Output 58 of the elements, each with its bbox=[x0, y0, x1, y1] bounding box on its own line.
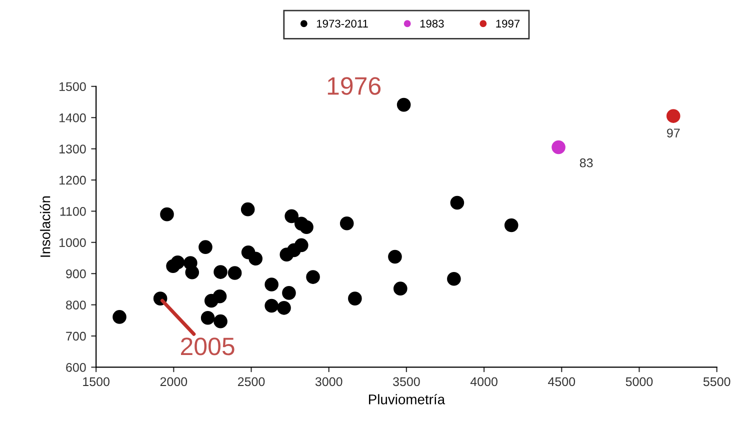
y-tick-label: 700 bbox=[66, 332, 86, 341]
annotation: 1976 bbox=[328, 77, 381, 95]
point bbox=[447, 272, 461, 286]
point bbox=[112, 310, 126, 324]
point bbox=[396, 98, 411, 112]
point bbox=[240, 202, 255, 216]
y-tick-label: 1500 bbox=[59, 82, 86, 92]
x-tick-label: 2000 bbox=[160, 377, 188, 386]
point bbox=[214, 314, 228, 328]
point bbox=[552, 140, 566, 154]
y-tick-label: 1300 bbox=[59, 144, 86, 154]
x-tick-label: 3500 bbox=[393, 377, 420, 386]
point bbox=[198, 240, 212, 254]
point bbox=[214, 265, 228, 279]
y-tick-label: 1100 bbox=[60, 207, 86, 216]
x-axis-title: Pluviometría bbox=[368, 394, 446, 404]
annotation: 2005 bbox=[180, 338, 234, 356]
annotation: 83 bbox=[580, 158, 593, 168]
point bbox=[248, 252, 263, 266]
point bbox=[185, 265, 200, 280]
point bbox=[300, 220, 314, 234]
point bbox=[393, 282, 408, 296]
point bbox=[264, 298, 278, 313]
point bbox=[666, 109, 680, 123]
legend-label: 1973-2011 bbox=[316, 20, 368, 28]
point bbox=[264, 278, 278, 292]
point bbox=[200, 311, 215, 325]
y-tick-label: 800 bbox=[66, 300, 86, 310]
point bbox=[212, 289, 227, 304]
y-tick-label: 1200 bbox=[59, 176, 86, 185]
x-tick-label: 5500 bbox=[703, 377, 730, 386]
point bbox=[277, 301, 291, 315]
x-tick-label: 5000 bbox=[626, 377, 653, 386]
point bbox=[282, 286, 296, 300]
point bbox=[504, 218, 518, 232]
annotation: 97 bbox=[667, 128, 680, 138]
point bbox=[340, 216, 354, 230]
point bbox=[284, 209, 299, 224]
y-tick-label: 1400 bbox=[59, 113, 86, 122]
point bbox=[170, 255, 185, 270]
y-axis-title: Insolación bbox=[40, 196, 50, 257]
legend-label: 1997 bbox=[496, 20, 520, 28]
x-tick-label: 4500 bbox=[548, 377, 576, 386]
point bbox=[294, 238, 308, 252]
point bbox=[348, 292, 362, 306]
legend-label: 1983 bbox=[420, 20, 444, 28]
x-tick-label: 2500 bbox=[238, 377, 265, 386]
y-tick-label: 600 bbox=[66, 363, 86, 372]
y-tick-label: 900 bbox=[66, 269, 86, 278]
x-tick-label: 3000 bbox=[315, 377, 342, 386]
point bbox=[228, 266, 242, 280]
x-tick-label: 4000 bbox=[470, 377, 498, 386]
point bbox=[450, 196, 464, 210]
point bbox=[306, 270, 320, 284]
x-tick-label: 1500 bbox=[83, 377, 110, 386]
point bbox=[388, 250, 402, 264]
point bbox=[160, 207, 174, 222]
y-tick-label: 1000 bbox=[59, 238, 86, 248]
